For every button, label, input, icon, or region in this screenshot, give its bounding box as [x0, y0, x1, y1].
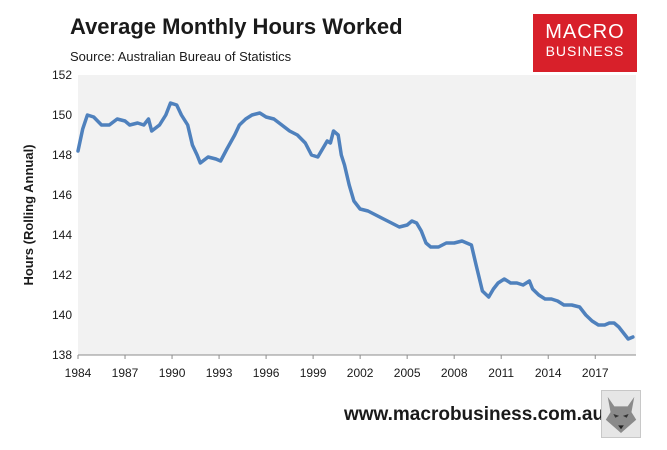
x-tick-label: 1984 [65, 366, 92, 380]
y-axis-label: Hours (Rolling Annual) [21, 144, 36, 285]
y-tick-label: 138 [52, 348, 72, 362]
logo-line-business: BUSINESS [545, 43, 625, 59]
x-tick-label: 1993 [206, 366, 233, 380]
x-tick-label: 2002 [347, 366, 374, 380]
x-tick-label: 1987 [112, 366, 139, 380]
y-axis-ticks: 138 140 142 144 146 148 150 152 [52, 68, 72, 362]
line-chart: 138 140 142 144 146 148 150 152 1984 1987 1990 199… [21, 68, 636, 380]
x-tick-label: 1996 [253, 366, 280, 380]
website-url[interactable]: www.macrobusiness.com.au [344, 404, 605, 425]
y-tick-label: 140 [52, 308, 72, 322]
y-tick-label: 142 [52, 268, 72, 282]
x-tick-label: 2008 [441, 366, 468, 380]
series-group [76, 101, 635, 341]
x-axis-ticks: 1984 1987 1990 1993 1996 1999 2002 2005 2008 2011… [65, 355, 609, 380]
y-tick-label: 152 [52, 68, 72, 82]
x-tick-label: 1990 [159, 366, 186, 380]
y-tick-label: 150 [52, 108, 72, 122]
x-tick-label: 2017 [582, 366, 609, 380]
wolf-icon [601, 390, 641, 438]
chart-title: Average Monthly Hours Worked [70, 14, 403, 39]
y-tick-label: 148 [52, 148, 72, 162]
plot-area [78, 75, 636, 355]
x-tick-label: 2005 [394, 366, 421, 380]
series-line-0 [76, 101, 635, 341]
macro-business-logo[interactable]: MACRO BUSINESS [533, 14, 637, 72]
y-tick-label: 146 [52, 188, 72, 202]
logo-line-macro: MACRO [545, 21, 625, 43]
chart-subtitle: Source: Australian Bureau of Statistics [70, 49, 292, 64]
x-tick-label: 2014 [535, 366, 562, 380]
x-tick-label: 1999 [300, 366, 327, 380]
x-tick-label: 2011 [488, 366, 514, 380]
y-tick-label: 144 [52, 228, 72, 242]
